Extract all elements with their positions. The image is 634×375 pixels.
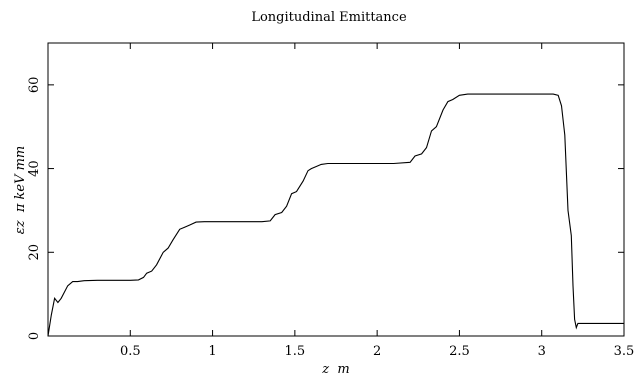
y-axis-label: εz π keV mm	[13, 146, 28, 235]
plot-frame	[47, 42, 625, 337]
x-tick-label: 1.5	[285, 344, 306, 359]
x-axis-label: z m	[321, 362, 349, 375]
x-tick-label: 2.5	[449, 344, 470, 359]
y-tick-label: 40	[27, 160, 42, 177]
x-tick-label: 3.5	[614, 344, 634, 359]
plot-area: 0.5 1 1.5 2 2.5 3 3.5 0 20 40 60	[27, 42, 634, 359]
x-axis-ticks: 0.5 1 1.5 2 2.5 3 3.5	[120, 43, 634, 359]
y-axis-ticks: 0 20 40 60	[27, 77, 624, 340]
y-tick-label: 20	[27, 244, 42, 261]
emittance-series-line	[47, 93, 624, 337]
x-tick-label: 2	[373, 344, 381, 359]
x-tick-label: 3	[538, 344, 546, 359]
series-layer	[47, 93, 624, 337]
x-tick-label: 1	[208, 344, 216, 359]
y-tick-label: 0	[27, 332, 42, 340]
x-tick-label: 0.5	[120, 344, 141, 359]
chart-title: Longitudinal Emittance	[251, 10, 407, 25]
y-tick-label: 60	[27, 77, 42, 94]
